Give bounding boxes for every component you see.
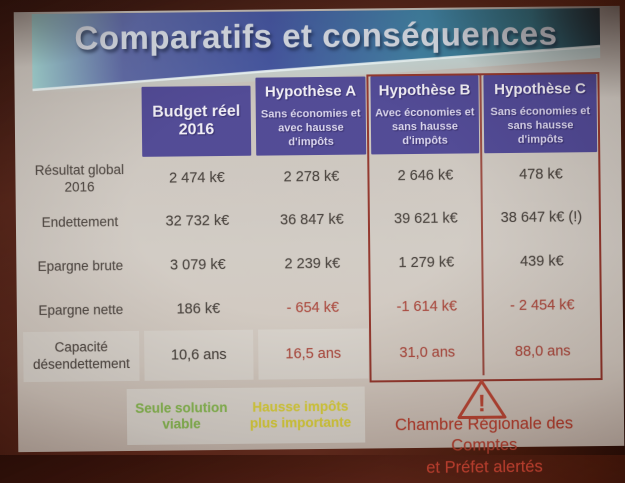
table-cell: 2 239 k€: [284, 255, 341, 273]
table-cell: 1 279 k€: [398, 254, 455, 272]
column-title: Hypothèse C: [494, 79, 586, 98]
note-hausse-impots: Hausse impôts plus importante: [249, 398, 352, 431]
table-cell: 2 646 k€: [397, 167, 454, 185]
conclusion-notes: Seule solution viable Hausse impôts plus…: [126, 386, 366, 446]
row-label: Epargne nette: [38, 301, 124, 318]
warning-triangle-icon: !: [456, 378, 508, 421]
corner-cell: [20, 79, 137, 158]
column-title: Hypothèse A: [264, 82, 357, 101]
column-header-hypothese-a: Hypothèse A Sans économies et avec hauss…: [255, 76, 367, 156]
table-cell: 439 k€: [519, 253, 564, 270]
table-cell: - 654 k€: [286, 299, 340, 317]
column-title: Budget réel 2016: [152, 102, 241, 139]
table-cell: 38 647 k€ (!): [500, 209, 583, 227]
table-cell: 2 474 k€: [169, 169, 225, 187]
table-cell: 36 847 k€: [279, 211, 344, 229]
column-subtitle: Sans économies et avec hausse d'impôts: [260, 107, 361, 148]
alert-text: Chambre Régionale des Comptes et Préfet …: [362, 413, 607, 480]
table-cell: 478 k€: [519, 166, 563, 183]
column-header-hypothese-c: Hypothèse C Sans économies et sans hauss…: [483, 74, 598, 154]
note-seule-solution: Seule solution viable: [135, 399, 228, 432]
table-cell: 16,5 ans: [258, 328, 369, 380]
row-label: Capacité désendettement: [23, 330, 140, 383]
table-cell: 2 278 k€: [283, 168, 340, 186]
table-cell: 31,0 ans: [399, 344, 456, 362]
table-cell: 10,6 ans: [144, 329, 254, 381]
column-subtitle: Avec économies et sans hausse d'impôts: [375, 106, 475, 147]
slide-title: Comparatifs et conséquences: [74, 14, 558, 57]
warning-exclamation-glyph: !: [478, 390, 486, 417]
column-subtitle: Sans économies et sans hausse d'impôts: [490, 105, 591, 146]
banner-swoosh-graphic: [31, 8, 601, 94]
table-cell: 39 621 k€: [393, 210, 458, 228]
table-cell: - 2 454 k€: [509, 297, 575, 315]
projected-slide: Comparatifs et conséquences Budget réel …: [13, 5, 625, 477]
column-header-budget-reel: Budget réel 2016: [141, 85, 252, 157]
alert-line-2: et Préfet alertés: [426, 457, 543, 477]
table-cell: 3 079 k€: [169, 256, 226, 274]
column-title: Hypothèse B: [378, 81, 471, 100]
alert-line-1: Chambre Régionale des Comptes: [394, 414, 574, 456]
table-cell: -1 614 k€: [396, 298, 458, 316]
row-label: Epargne brute: [37, 257, 124, 274]
title-banner: Comparatifs et conséquences: [31, 8, 601, 94]
row-label: Endettement: [41, 213, 119, 230]
comparison-table: Budget réel 2016 Hypothèse A Sans économ…: [20, 74, 599, 383]
table-cell: 88,0 ans: [514, 343, 571, 360]
table-cell: 32 732 k€: [165, 212, 230, 230]
row-label: Résultat global 2016: [34, 162, 125, 195]
table-cell: 186 k€: [176, 301, 221, 318]
column-header-hypothese-b: Hypothèse B Avec économies et sans hauss…: [370, 75, 480, 155]
